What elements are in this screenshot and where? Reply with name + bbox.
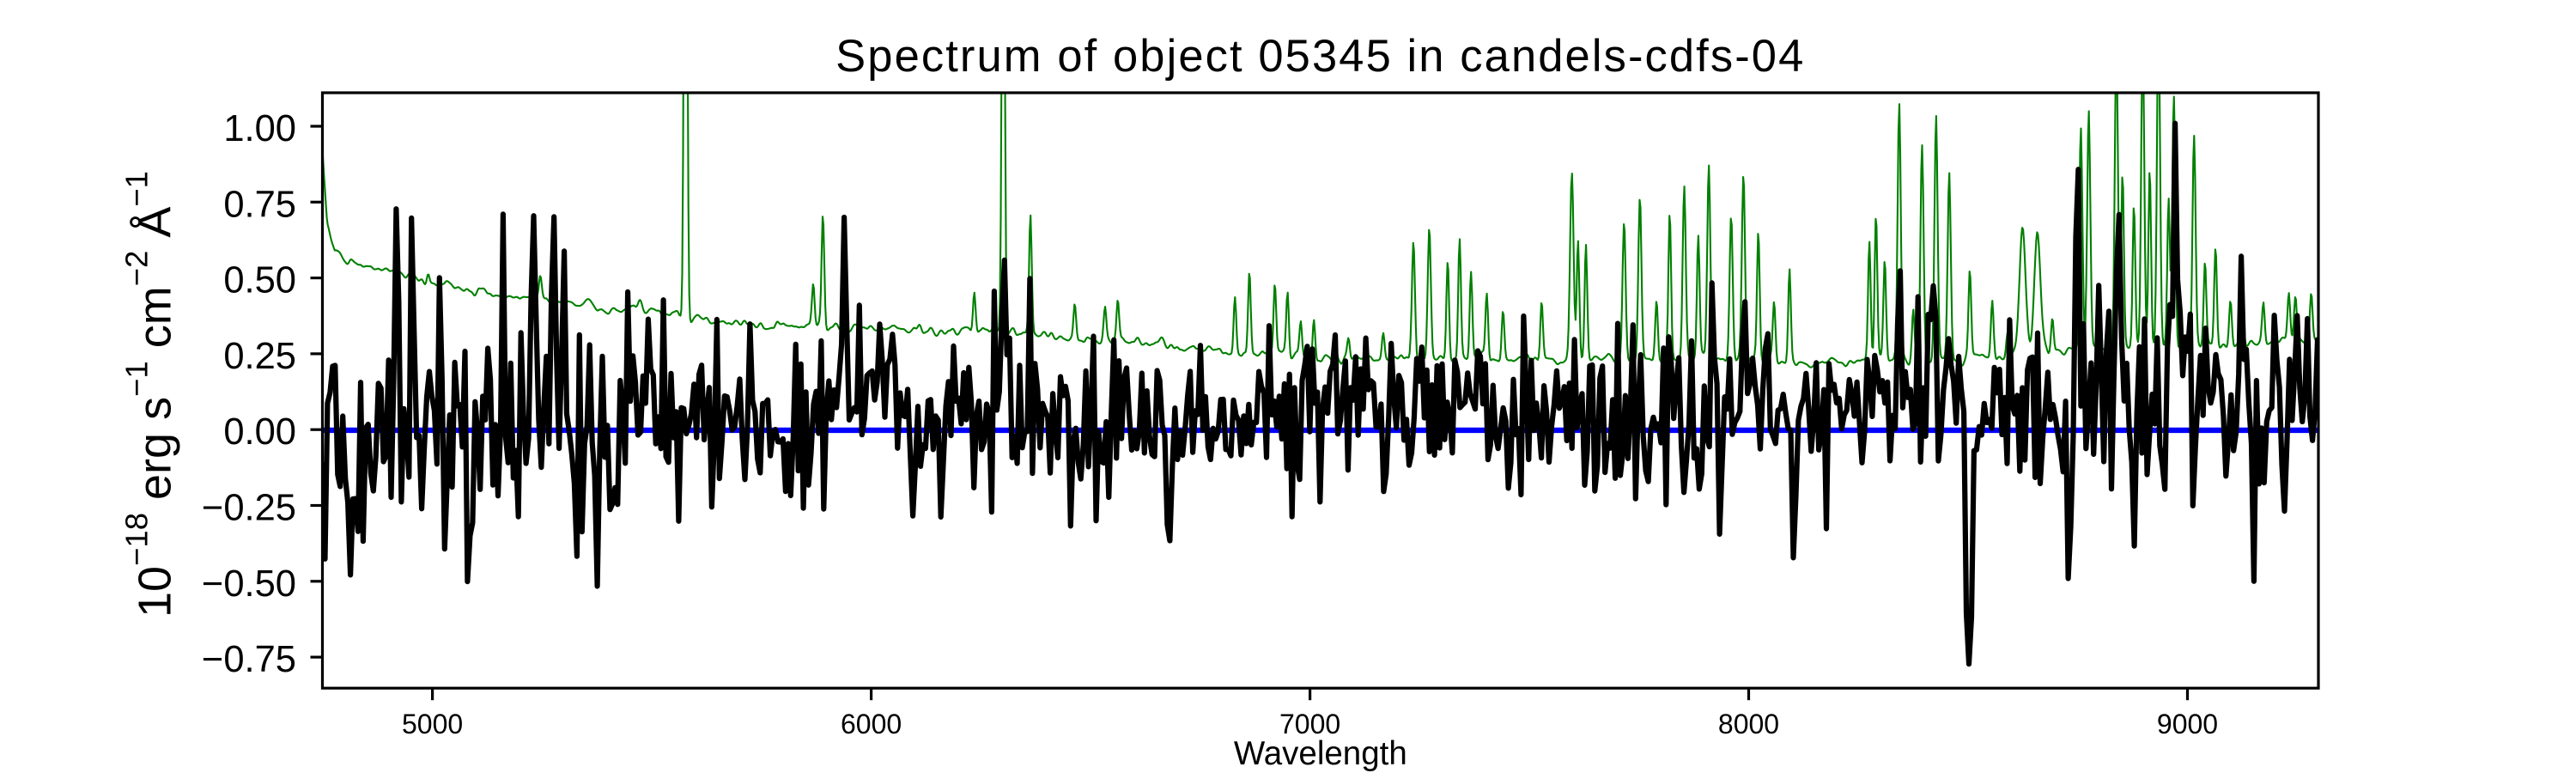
- svg-text:0.25: 0.25: [223, 336, 296, 377]
- svg-text:0.50: 0.50: [223, 260, 296, 301]
- svg-text:9000: 9000: [2157, 709, 2218, 740]
- svg-text:7000: 7000: [1279, 709, 1340, 740]
- svg-text:−0.50: −0.50: [202, 563, 296, 605]
- svg-text:1.00: 1.00: [223, 108, 296, 149]
- svg-text:Spectrum of object 05345 in ca: Spectrum of object 05345 in candels-cdfs…: [835, 31, 1805, 82]
- svg-text:0.75: 0.75: [223, 184, 296, 225]
- svg-text:−0.25: −0.25: [202, 488, 296, 529]
- svg-text:−0.75: −0.75: [202, 639, 296, 680]
- svg-text:5000: 5000: [402, 709, 463, 740]
- svg-text:0.00: 0.00: [223, 411, 296, 453]
- svg-text:6000: 6000: [841, 709, 902, 740]
- svg-text:Wavelength: Wavelength: [1234, 735, 1407, 772]
- svg-text:8000: 8000: [1718, 709, 1779, 740]
